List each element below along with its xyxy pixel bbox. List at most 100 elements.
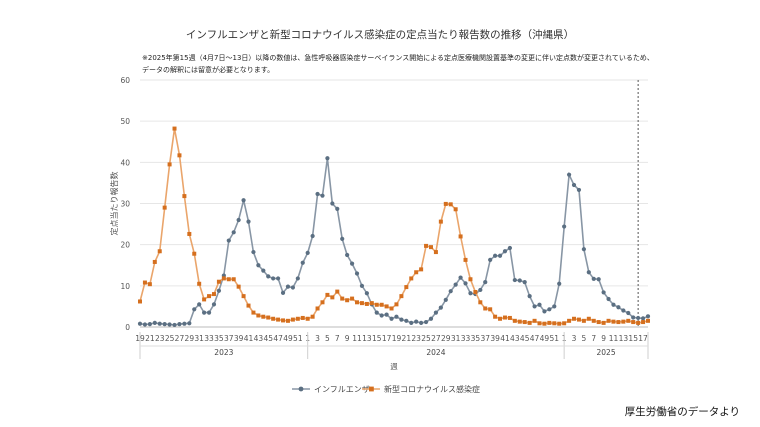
data-point xyxy=(142,280,147,285)
year-label: 2023 xyxy=(214,348,233,357)
y-axis: 0 10 20 30 40 50 60 xyxy=(120,76,130,332)
data-point xyxy=(379,313,384,318)
data-point xyxy=(216,279,221,284)
data-point xyxy=(335,289,340,294)
x-tick-label: 5 xyxy=(325,334,330,343)
data-point xyxy=(621,308,626,313)
data-point xyxy=(162,322,167,327)
data-point xyxy=(266,274,271,279)
data-point xyxy=(641,320,646,325)
data-point xyxy=(488,257,493,262)
data-point xyxy=(177,153,182,158)
data-point xyxy=(197,281,202,286)
chart-title: インフルエンザと新型コロナウイルス感染症の定点当たり報告数の推移（沖縄県） xyxy=(186,28,574,41)
data-point xyxy=(271,316,276,321)
data-point xyxy=(236,217,241,223)
data-point xyxy=(512,318,517,323)
data-point xyxy=(631,315,636,320)
y-tick-label: 50 xyxy=(120,117,130,126)
data-point xyxy=(256,313,261,318)
data-point xyxy=(320,300,325,305)
data-point xyxy=(192,251,197,256)
data-point xyxy=(640,316,646,321)
data-point xyxy=(448,202,453,207)
data-point xyxy=(645,314,651,319)
data-point xyxy=(256,263,261,268)
x-tick-label: 3 xyxy=(315,334,320,343)
x-tick-label: 51 xyxy=(550,334,560,343)
x-tick-label: 5 xyxy=(581,334,586,343)
data-point xyxy=(522,320,527,325)
data-point xyxy=(616,320,621,325)
data-point xyxy=(389,316,394,321)
x-tick-label: 43 xyxy=(254,334,264,343)
data-point xyxy=(404,318,409,323)
data-point xyxy=(276,317,281,322)
y-tick-label: 0 xyxy=(125,323,130,332)
data-point xyxy=(428,316,434,321)
data-point xyxy=(433,310,439,315)
x-axis-label: 週 xyxy=(390,362,398,371)
data-point xyxy=(241,294,246,299)
data-point xyxy=(512,277,517,283)
data-point xyxy=(562,321,567,326)
data-point xyxy=(596,320,601,325)
data-point xyxy=(409,276,414,281)
data-point xyxy=(601,320,606,325)
x-tick-label: 47 xyxy=(530,334,540,343)
data-point xyxy=(325,156,330,161)
data-point xyxy=(567,318,572,323)
y-tick-label: 20 xyxy=(120,241,130,250)
data-point xyxy=(216,288,222,293)
x-tick-label: 7 xyxy=(591,334,596,343)
series-line xyxy=(139,158,649,326)
x-tick-label: 33 xyxy=(204,334,214,343)
data-source-credit: 厚生労働省のデータより xyxy=(624,406,740,418)
data-point xyxy=(325,292,330,297)
x-tick-label: 3 xyxy=(572,334,577,343)
data-point xyxy=(335,206,340,211)
data-point xyxy=(236,284,241,289)
x-tick-label: 35 xyxy=(214,334,224,343)
data-point xyxy=(349,261,355,266)
data-point xyxy=(221,276,226,281)
data-point xyxy=(581,247,586,252)
data-point xyxy=(192,307,197,312)
data-point xyxy=(266,315,271,320)
data-point xyxy=(384,304,389,309)
data-point xyxy=(345,252,350,258)
x-tick-label: 41 xyxy=(500,334,510,343)
data-point xyxy=(310,314,315,319)
data-point xyxy=(211,292,216,297)
series-1 xyxy=(137,156,651,328)
year-label: 2025 xyxy=(597,348,616,357)
data-point xyxy=(340,236,345,242)
data-point xyxy=(636,315,641,321)
x-tick-label: 7 xyxy=(335,334,340,343)
data-point xyxy=(414,319,419,324)
data-point xyxy=(483,280,488,285)
data-point xyxy=(379,302,384,307)
data-point xyxy=(152,259,157,264)
data-point xyxy=(290,285,295,290)
x-tick-label: 37 xyxy=(480,334,490,343)
data-point xyxy=(419,320,424,325)
data-point xyxy=(591,318,596,323)
x-tick-label: 27 xyxy=(175,334,185,343)
data-point xyxy=(606,318,611,323)
data-point xyxy=(157,249,162,254)
year-label: 2024 xyxy=(426,348,445,357)
y-tick-label: 60 xyxy=(120,76,130,85)
data-point xyxy=(261,268,266,273)
data-point xyxy=(285,318,290,323)
data-point xyxy=(626,310,631,316)
data-point xyxy=(241,198,246,203)
data-point xyxy=(517,278,522,283)
data-point xyxy=(202,310,207,315)
data-point xyxy=(542,309,547,314)
series-2 xyxy=(138,126,650,326)
y-tick-label: 30 xyxy=(120,200,130,209)
x-axis: 1921232527293133353739414345474951135791… xyxy=(135,332,649,359)
x-tick-label: 47 xyxy=(273,334,283,343)
x-tick-label: 37 xyxy=(224,334,234,343)
